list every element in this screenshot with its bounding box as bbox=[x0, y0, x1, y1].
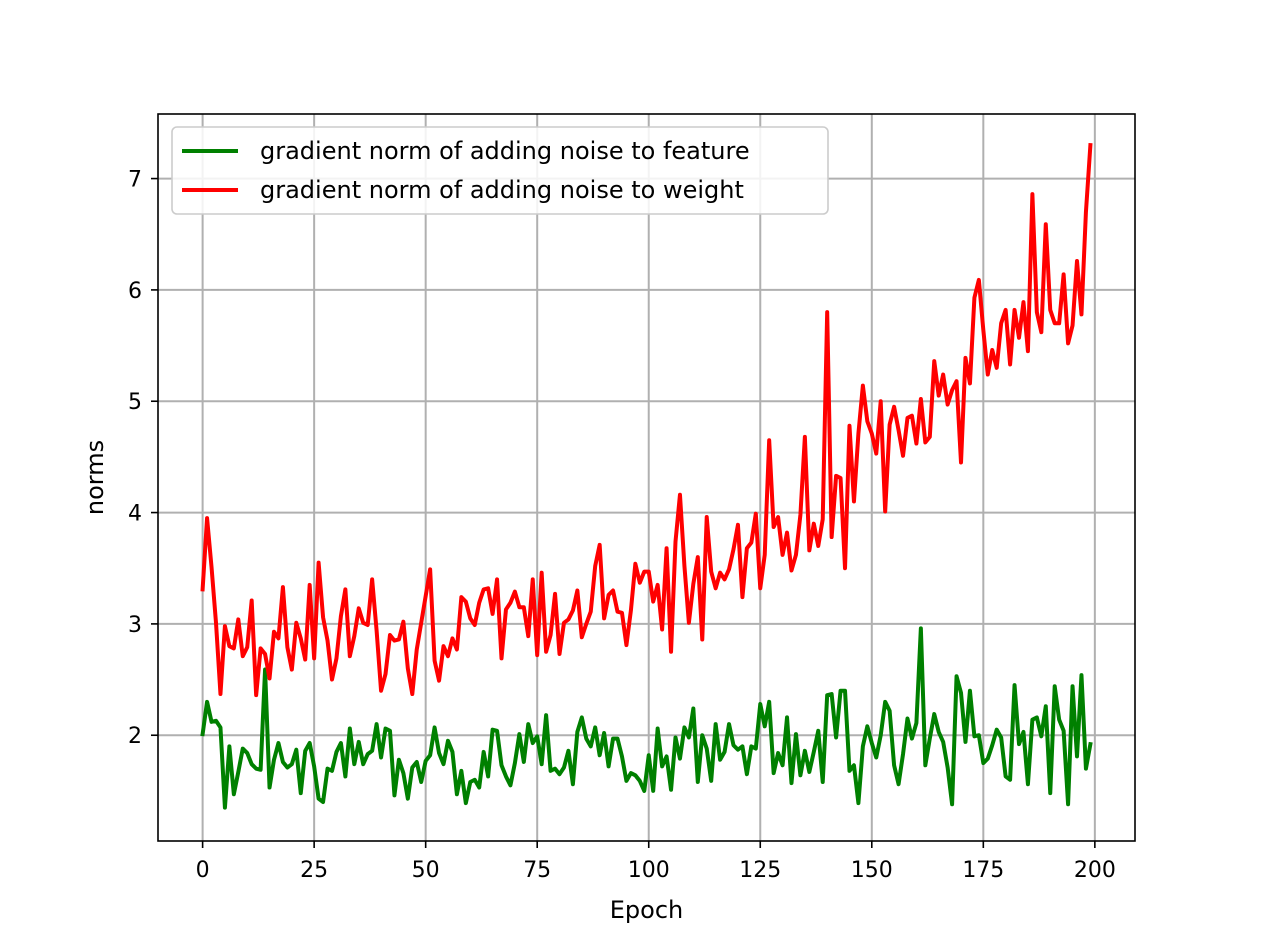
legend: gradient norm of adding noise to feature… bbox=[171, 126, 829, 215]
x-tick-label: 125 bbox=[739, 858, 781, 883]
y-tick-label: 5 bbox=[128, 390, 142, 415]
series-line-2 bbox=[200, 143, 1093, 698]
legend-label: gradient norm of adding noise to feature bbox=[260, 137, 750, 165]
y-tick-label: 2 bbox=[128, 724, 142, 749]
axis-ticks: 0 25 50 75 100 125 150 175 200 2 3 4 5 6 7 bbox=[128, 168, 1116, 883]
series-layer bbox=[200, 143, 1093, 810]
x-tick-label: 175 bbox=[962, 858, 1004, 883]
y-tick-label: 7 bbox=[128, 168, 142, 193]
y-tick-label: 6 bbox=[128, 279, 142, 304]
y-tick-label: 4 bbox=[128, 502, 142, 527]
x-tick-label: 200 bbox=[1074, 858, 1116, 883]
y-axis-label: norms bbox=[81, 440, 109, 515]
x-tick-label: 75 bbox=[523, 858, 551, 883]
x-tick-label: 100 bbox=[628, 858, 670, 883]
x-tick-label: 25 bbox=[300, 858, 328, 883]
x-axis-label: Epoch bbox=[610, 896, 684, 924]
plot-frame bbox=[157, 113, 1136, 842]
legend-box bbox=[171, 126, 829, 215]
x-tick-label: 150 bbox=[851, 858, 893, 883]
series-line-1 bbox=[200, 626, 1093, 810]
legend-label: gradient norm of adding noise to weight bbox=[260, 176, 744, 204]
x-tick-label: 0 bbox=[196, 858, 210, 883]
plot-area bbox=[158, 114, 1135, 841]
y-tick-label: 3 bbox=[128, 613, 142, 638]
x-tick-label: 50 bbox=[412, 858, 440, 883]
